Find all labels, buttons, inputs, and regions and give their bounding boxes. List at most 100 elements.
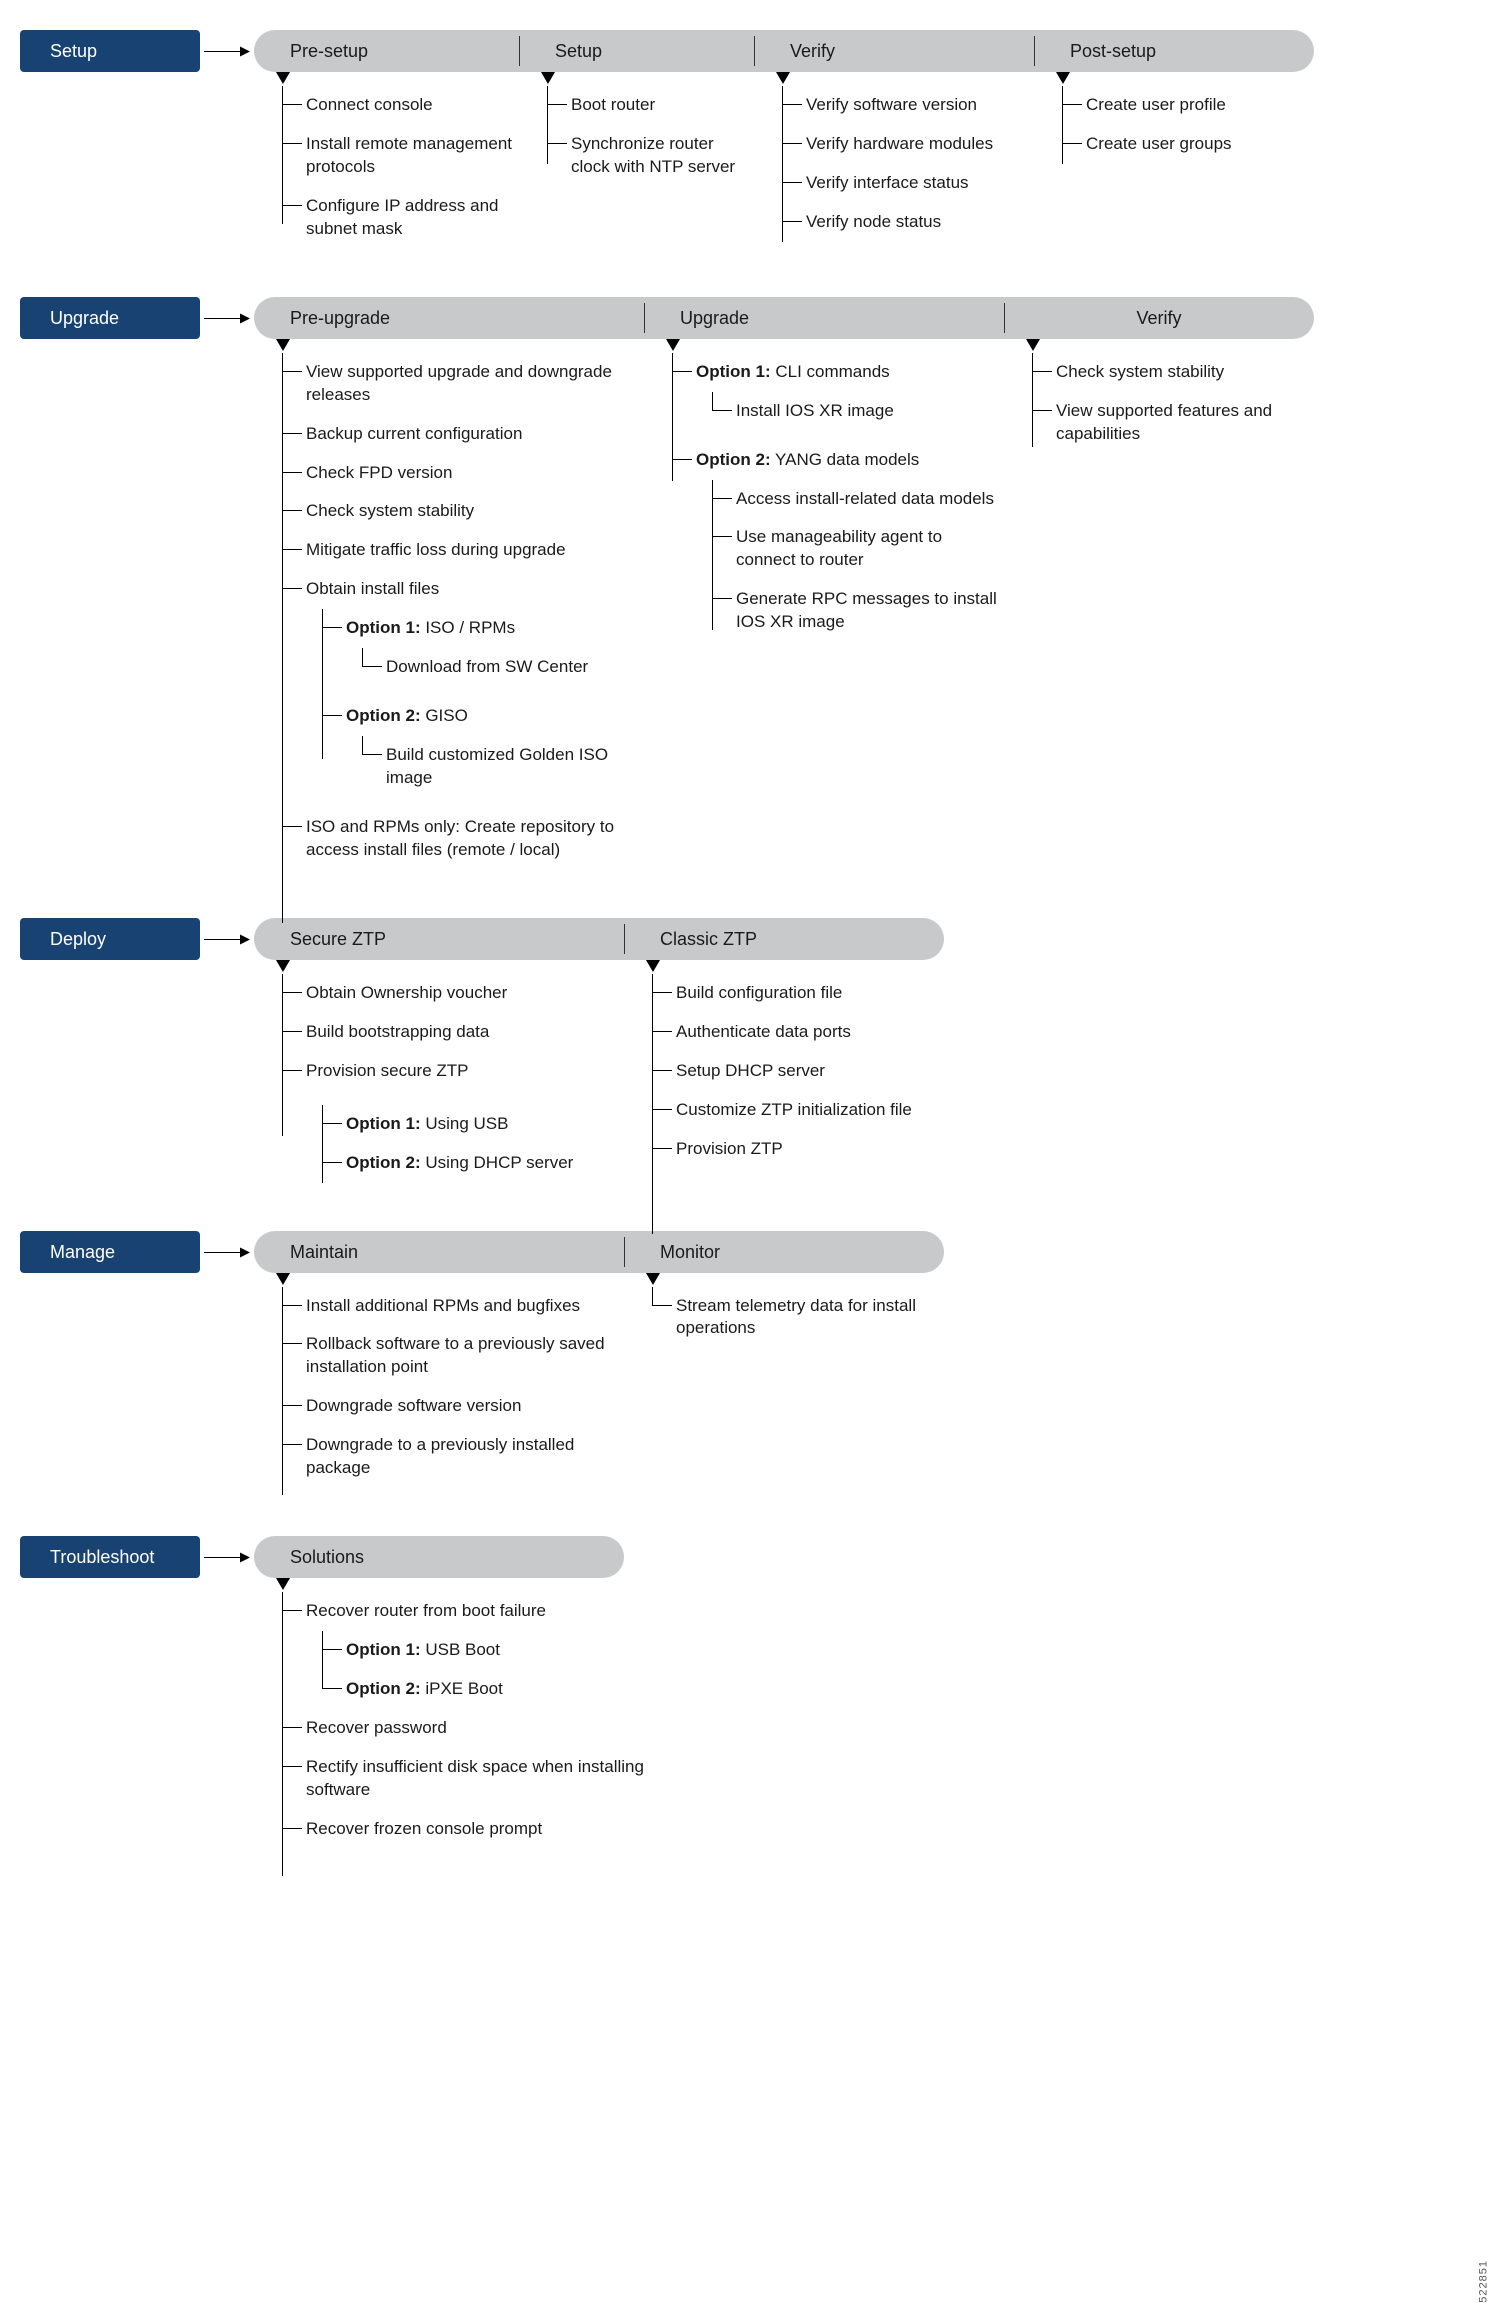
phase-classic-ztp: Classic ZTP — [624, 918, 944, 960]
arrow-icon — [200, 1231, 254, 1273]
option-label: Option 1: — [696, 362, 771, 381]
caret-icon — [541, 72, 555, 84]
list-item: Recover frozen console prompt — [282, 1810, 674, 1849]
setup-content: Pre-setup Setup Verify Post-setup Connec… — [254, 30, 1480, 249]
list-item: Downgrade to a previously installed pack… — [282, 1426, 624, 1488]
caret-icon — [276, 960, 290, 972]
setup-columns: Connect console Install remote managemen… — [254, 78, 1480, 249]
caret-icon — [276, 339, 290, 351]
tree: Check system stability View supported fe… — [1032, 353, 1314, 454]
list-item: Synchronize router clock with NTP server — [547, 125, 754, 187]
option-text: GISO — [421, 706, 468, 725]
setup-label: Setup — [20, 30, 200, 72]
list-item: Mitigate traffic loss during upgrade — [282, 531, 644, 570]
phase-monitor: Monitor — [624, 1231, 944, 1273]
phase-postsetup: Post-setup — [1034, 30, 1314, 72]
deploy-content: Secure ZTP Classic ZTP Obtain Ownership … — [254, 918, 1480, 1183]
list-item: Option 1: USB Boot — [322, 1631, 674, 1670]
list-item: Option 1: ISO / RPMs — [322, 609, 644, 648]
list-item: Use manageability agent to connect to ro… — [712, 518, 1004, 580]
section-troubleshoot: Troubleshoot Solutions Recover router fr… — [20, 1536, 1480, 1849]
col-upgrade-verify: Check system stability View supported fe… — [1004, 345, 1314, 870]
list-item: View supported features and capabilities — [1032, 392, 1314, 454]
subtree: Option 1: ISO / RPMs Download from SW Ce… — [322, 609, 644, 798]
list-item: Check system stability — [1032, 353, 1314, 392]
col-maintain: Install additional RPMs and bugfixes Rol… — [254, 1279, 624, 1489]
list-item: Obtain Ownership voucher — [282, 974, 624, 1013]
tree: Install additional RPMs and bugfixes Rol… — [282, 1287, 624, 1489]
phase-solutions: Solutions — [254, 1536, 624, 1578]
troubleshoot-columns: Recover router from boot failure Option … — [254, 1584, 1480, 1849]
arrow-icon — [200, 297, 254, 339]
arrow-icon — [200, 1536, 254, 1578]
list-item: Provision secure ZTP — [282, 1052, 624, 1091]
option-text: Using DHCP server — [421, 1153, 574, 1172]
col-preupgrade: View supported upgrade and downgrade rel… — [254, 345, 644, 870]
list-item: Build bootstrapping data — [282, 1013, 624, 1052]
tree: Verify software version Verify hardware … — [782, 86, 1034, 242]
list-item: Recover router from boot failure — [282, 1592, 674, 1631]
option-text: USB Boot — [421, 1640, 500, 1659]
deploy-label: Deploy — [20, 918, 200, 960]
caret-icon — [646, 960, 660, 972]
list-item: Backup current configuration — [282, 415, 644, 454]
phase-setup: Setup — [519, 30, 754, 72]
image-id: 522851 — [1478, 2260, 1490, 2303]
list-item: Connect console — [282, 86, 519, 125]
col-postsetup: Create user profile Create user groups — [1034, 78, 1314, 249]
tree: Build configuration file Authenticate da… — [652, 974, 944, 1169]
caret-icon — [666, 339, 680, 351]
list-item: Download from SW Center — [362, 648, 644, 687]
phase-upgrade-verify: Verify — [1004, 297, 1314, 339]
subtree: Option 1: Using USB Option 2: Using DHCP… — [322, 1105, 624, 1183]
subtree: Access install-related data models Use m… — [712, 480, 1004, 643]
list-item: Create user groups — [1062, 125, 1314, 164]
list-item: Verify node status — [782, 203, 1034, 242]
option-text: Using USB — [421, 1114, 509, 1133]
list-item: Option 2: Using DHCP server — [322, 1144, 624, 1183]
phase-maintain: Maintain — [254, 1231, 624, 1273]
option-label: Option 1: — [346, 1640, 421, 1659]
section-upgrade: Upgrade Pre-upgrade Upgrade Verify View … — [20, 297, 1480, 870]
caret-icon — [276, 72, 290, 84]
col-solutions: Recover router from boot failure Option … — [254, 1584, 674, 1849]
caret-icon — [1056, 72, 1070, 84]
tree: Boot router Synchronize router clock wit… — [547, 86, 754, 187]
tree: Option 1: CLI commands Install IOS XR im… — [672, 353, 1004, 643]
list-item: Option 2: iPXE Boot — [322, 1670, 674, 1709]
phase-secure-ztp: Secure ZTP — [254, 918, 624, 960]
upgrade-label: Upgrade — [20, 297, 200, 339]
troubleshoot-content: Solutions Recover router from boot failu… — [254, 1536, 1480, 1849]
list-item: Install IOS XR image — [712, 392, 1004, 431]
list-item: Obtain install files — [282, 570, 644, 609]
caret-icon — [646, 1273, 660, 1285]
phase-verify: Verify — [754, 30, 1034, 72]
option-label: Option 2: — [696, 450, 771, 469]
col-classic-ztp: Build configuration file Authenticate da… — [624, 966, 944, 1183]
list-item: View supported upgrade and downgrade rel… — [282, 353, 644, 415]
section-manage: Manage Maintain Monitor Install addition… — [20, 1231, 1480, 1489]
option-label: Option 1: — [346, 1114, 421, 1133]
col-presetup: Connect console Install remote managemen… — [254, 78, 519, 249]
phase-upgrade: Upgrade — [644, 297, 1004, 339]
troubleshoot-label: Troubleshoot — [20, 1536, 200, 1578]
list-item: Customize ZTP initialization file — [652, 1091, 944, 1130]
tree: Connect console Install remote managemen… — [282, 86, 519, 249]
list-item: Provision ZTP — [652, 1130, 944, 1169]
tree: View supported upgrade and downgrade rel… — [282, 353, 644, 870]
tree: Recover router from boot failure Option … — [282, 1592, 674, 1849]
section-deploy: Deploy Secure ZTP Classic ZTP Obtain Own… — [20, 918, 1480, 1183]
list-item: Recover password — [282, 1709, 674, 1748]
option-text: ISO / RPMs — [421, 618, 515, 637]
list-item: Install remote management protocols — [282, 125, 519, 187]
list-item: Option 1: Using USB — [322, 1105, 624, 1144]
col-upgrade: Option 1: CLI commands Install IOS XR im… — [644, 345, 1004, 870]
option-text: iPXE Boot — [421, 1679, 503, 1698]
caret-icon — [776, 72, 790, 84]
arrow-icon — [200, 30, 254, 72]
list-item: Setup DHCP server — [652, 1052, 944, 1091]
upgrade-content: Pre-upgrade Upgrade Verify View supporte… — [254, 297, 1480, 870]
manage-content: Maintain Monitor Install additional RPMs… — [254, 1231, 1480, 1489]
section-setup: Setup Pre-setup Setup Verify Post-setup … — [20, 30, 1480, 249]
tree: Obtain Ownership voucher Build bootstrap… — [282, 974, 624, 1183]
